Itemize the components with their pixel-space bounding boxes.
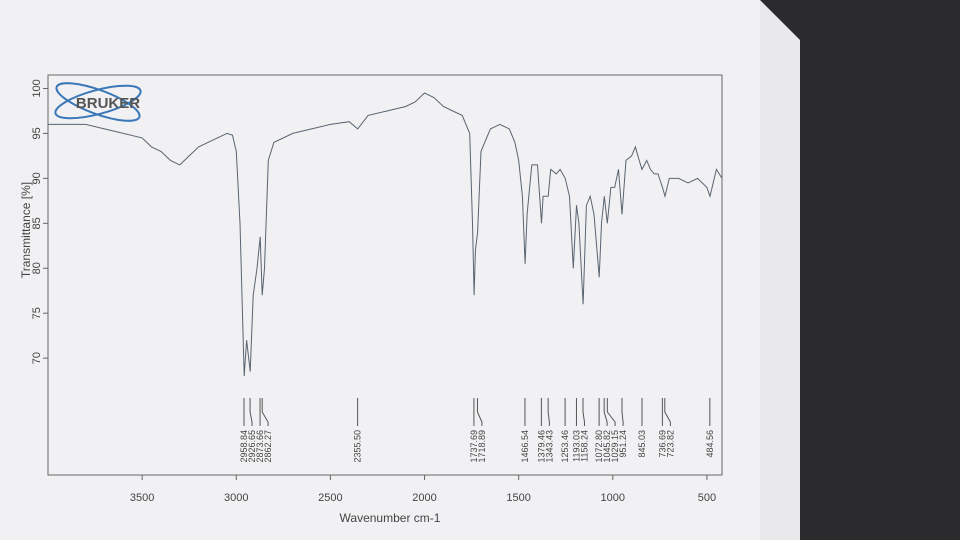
logo-orbit	[55, 82, 141, 122]
peak-marker	[582, 398, 585, 426]
y-tick-label: 85	[31, 217, 43, 229]
x-tick-label: 2000	[412, 492, 436, 504]
peak-label: 1253.46	[560, 430, 570, 463]
peak-marker	[621, 398, 624, 426]
peak-label: 1158.24	[579, 430, 589, 462]
peak-label: 1737.69	[469, 430, 479, 463]
x-tick-label: 3500	[130, 492, 154, 504]
peak-marker	[606, 398, 616, 426]
y-axis-title: Transmittance [%]	[19, 182, 33, 278]
peak-label: 845.03	[637, 430, 647, 458]
x-tick-label: 1500	[506, 492, 530, 504]
peak-label: 1193.03	[571, 430, 581, 462]
background	[780, 0, 960, 540]
x-tick-label: 500	[698, 492, 716, 504]
x-tick-label: 1000	[601, 492, 625, 504]
y-tick-label: 90	[31, 172, 43, 184]
peak-label: 1045.82	[602, 430, 612, 463]
peak-label: 1718.89	[477, 430, 487, 463]
y-tick-label: 95	[31, 127, 43, 139]
peak-marker	[664, 398, 671, 426]
peak-marker	[603, 398, 608, 426]
logo: BRUKER	[54, 82, 142, 122]
y-tick-label: 75	[31, 307, 43, 319]
y-tick-label: 80	[31, 262, 43, 274]
peak-label: 2873.66	[255, 430, 265, 463]
peak-label: 2958.84	[239, 430, 249, 463]
y-tick-label: 100	[31, 79, 43, 97]
peak-label: 736.69	[657, 430, 667, 458]
peak-label: 2862.27	[263, 430, 273, 463]
plot-frame	[47, 74, 723, 476]
peak-label: 951.24	[618, 430, 628, 458]
peak-label: 484.56	[705, 430, 715, 458]
y-tick-label: 70	[31, 352, 43, 364]
logo-text: BRUKER	[76, 95, 140, 112]
paper-front	[0, 0, 760, 540]
peak-label: 2926.65	[247, 430, 257, 463]
x-axis-title: Wavenumber cm-1	[340, 511, 441, 525]
peak-label: 1343.43	[544, 430, 554, 463]
peak-label: 2355.50	[353, 430, 363, 463]
peak-marker	[547, 398, 550, 426]
peak-label: 1466.54	[520, 430, 530, 463]
peak-label: 723.82	[665, 430, 675, 458]
peak-marker	[249, 398, 253, 426]
peak-marker	[261, 398, 269, 426]
logo-orbit	[54, 84, 142, 120]
peak-label: 1379.46	[536, 430, 546, 463]
peak-label: 1072.80	[594, 430, 604, 463]
x-tick-label: 2500	[318, 492, 342, 504]
x-tick-label: 3000	[224, 492, 248, 504]
peak-marker	[476, 398, 483, 426]
spectrum-line	[48, 92, 723, 377]
peak-label: 1029.15	[610, 430, 620, 463]
